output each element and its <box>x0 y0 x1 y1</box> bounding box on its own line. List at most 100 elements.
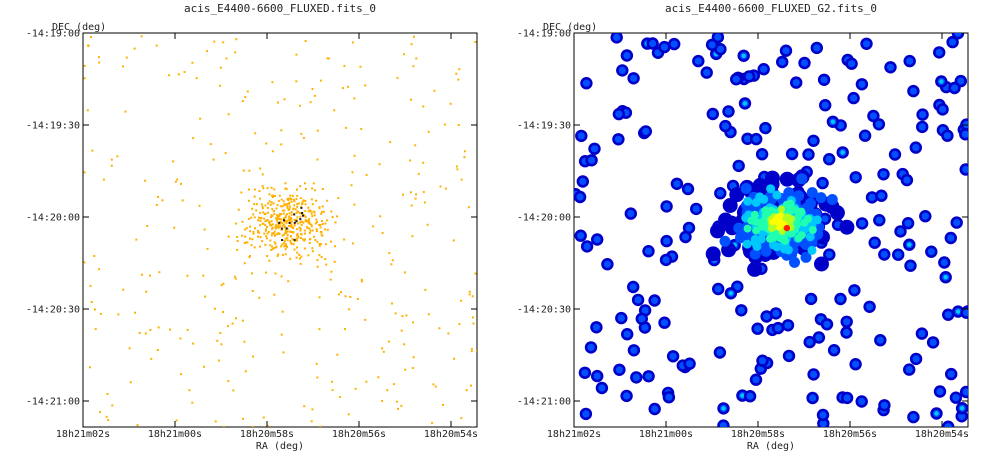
event-point <box>280 129 283 132</box>
event-point <box>261 173 264 176</box>
source-blob-core <box>852 360 860 368</box>
source-blob-core <box>936 387 944 396</box>
event-point <box>460 299 463 302</box>
cluster-emission <box>747 261 763 277</box>
event-point <box>175 419 178 422</box>
event-point <box>219 66 222 69</box>
source-blob-core <box>843 318 851 326</box>
event-point <box>412 35 415 38</box>
event-point <box>99 312 102 315</box>
event-point <box>414 197 417 200</box>
event-point-bright <box>293 221 296 224</box>
source-blob-core <box>634 296 642 304</box>
event-point <box>405 314 408 317</box>
event-point <box>289 241 292 244</box>
event-point <box>198 204 201 207</box>
cluster-emission <box>760 245 772 257</box>
event-point <box>264 220 267 223</box>
event-point <box>283 98 286 101</box>
event-point <box>262 187 265 190</box>
source-blob-core <box>592 323 601 331</box>
source-blob-core <box>685 224 693 232</box>
event-point <box>203 228 206 231</box>
event-point <box>472 322 475 325</box>
source-blob-core <box>719 422 727 427</box>
cluster-emission <box>733 222 745 234</box>
event-point <box>415 193 418 196</box>
source-blob-core <box>714 33 722 41</box>
event-point <box>310 225 313 228</box>
event-point <box>410 98 412 101</box>
event-point <box>343 238 346 241</box>
xtick-label: 18h20m54s <box>915 429 969 440</box>
event-point <box>296 232 299 235</box>
event-point <box>287 207 290 210</box>
panel-left-ylabel: DEC (deg) <box>52 22 106 33</box>
source-blob-core <box>866 303 874 311</box>
event-point <box>267 211 269 214</box>
source-blob-core <box>785 352 793 360</box>
event-point <box>422 191 425 193</box>
event-point <box>304 232 306 235</box>
event-point <box>314 222 317 225</box>
event-point <box>227 235 230 238</box>
source-blob-core <box>581 369 589 377</box>
event-point <box>206 247 209 250</box>
event-point <box>270 214 273 217</box>
event-point <box>304 219 307 222</box>
event-point <box>144 332 147 335</box>
event-point <box>298 104 301 107</box>
event-point <box>313 235 316 238</box>
event-point <box>321 205 324 208</box>
event-point <box>252 213 255 216</box>
source-blob-core <box>778 58 786 66</box>
event-point <box>323 228 326 231</box>
event-point <box>136 424 139 427</box>
event-point <box>290 211 293 214</box>
event-point <box>422 105 425 108</box>
event-point <box>404 368 407 371</box>
event-point <box>463 150 466 153</box>
event-point <box>268 193 271 196</box>
source-blob-core <box>754 325 762 333</box>
event-point <box>318 328 321 331</box>
event-point <box>253 188 256 191</box>
event-point <box>264 224 267 227</box>
event-point <box>288 230 291 233</box>
event-point <box>268 221 271 224</box>
source-blob-peak <box>742 101 748 106</box>
event-point <box>320 212 323 215</box>
event-point <box>271 232 274 235</box>
source-blob-core <box>825 251 833 259</box>
source-blob-core <box>784 321 792 329</box>
event-point <box>319 79 322 82</box>
event-point <box>253 216 256 219</box>
event-point <box>351 171 354 174</box>
source-blob-core <box>875 120 883 128</box>
source-blob-core <box>732 75 740 83</box>
event-point <box>296 188 298 191</box>
event-point <box>344 328 346 331</box>
source-blob-core <box>800 59 809 67</box>
event-point <box>304 203 307 206</box>
event-point <box>269 216 272 219</box>
event-point <box>272 194 274 197</box>
event-point <box>271 208 274 211</box>
event-point <box>297 210 300 213</box>
event-point <box>320 210 323 213</box>
event-point <box>242 169 245 172</box>
event-point <box>337 197 340 200</box>
event-point <box>265 271 268 274</box>
event-point <box>269 239 272 242</box>
event-point <box>248 188 250 191</box>
event-point <box>338 396 341 398</box>
event-point <box>227 113 230 116</box>
event-point <box>286 213 288 216</box>
event-point <box>290 242 293 245</box>
event-point <box>273 213 276 216</box>
source-blob-core <box>651 405 659 413</box>
event-point <box>252 230 255 233</box>
source-blob-core <box>752 376 760 384</box>
event-point-bright <box>293 213 296 216</box>
event-point <box>410 204 413 207</box>
